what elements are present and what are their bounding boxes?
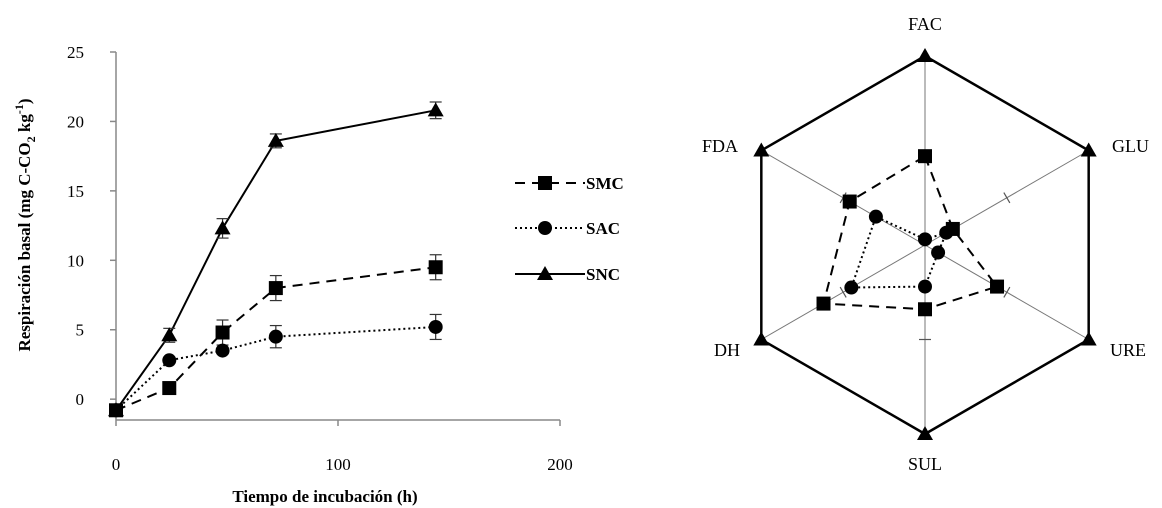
legend-marker — [537, 266, 553, 280]
legend-label: SAC — [586, 219, 620, 238]
line-chart-x-axis-title: Tiempo de incubación (h) — [232, 487, 417, 506]
data-point-snc — [214, 220, 231, 235]
radar-axis-label-glu: GLU — [1112, 136, 1149, 156]
data-point-snc — [108, 402, 124, 417]
series-line-smc — [115, 266, 436, 412]
data-point-smc — [215, 325, 230, 340]
radar-tick — [1003, 286, 1011, 298]
data-point-sac — [215, 343, 230, 358]
radar-point-smc — [842, 194, 857, 209]
y-tick-label: 10 — [67, 251, 84, 270]
data-point-snc — [427, 102, 444, 117]
data-point-sac — [162, 353, 177, 368]
y-tick-label: 20 — [67, 112, 84, 131]
radar-point-snc — [917, 48, 933, 62]
radar-axis-label-dh: DH — [714, 340, 740, 360]
radar-tick — [1003, 192, 1011, 204]
legend-marker — [538, 221, 552, 235]
data-point-smc — [428, 260, 443, 275]
radar-point-snc — [1080, 331, 1097, 346]
radar-point-snc — [753, 331, 770, 346]
radar-point-sac — [868, 209, 883, 224]
legend-item-smc: SMC — [515, 174, 624, 193]
legend-label: SMC — [586, 174, 624, 193]
series-snc — [108, 101, 444, 417]
radar-point-smc — [816, 296, 831, 311]
data-point-smc — [268, 281, 283, 296]
data-point-smc — [162, 381, 177, 396]
radar-point-smc — [918, 302, 932, 317]
radar-point-smc — [990, 279, 1005, 294]
y-tick-label: 25 — [67, 43, 84, 62]
x-tick-label: 100 — [325, 455, 351, 474]
line-chart: 0 5 10 15 20 25 0 100 200 Tiempo de incubación (… — [12, 43, 624, 506]
y-tick-label: 5 — [76, 321, 85, 340]
line-chart-y-axis-title: Respiración basal (mg C-CO2 kg-1) — [12, 98, 38, 351]
radar-axis-labels: FAC GLU URE SUL DH FDA — [702, 14, 1149, 474]
line-chart-axes: 0 5 10 15 20 25 0 100 200 — [67, 43, 573, 474]
radar-series-smc — [816, 149, 1005, 317]
radar-axis-label-ure: URE — [1110, 340, 1146, 360]
y-tick-label: 0 — [76, 390, 85, 409]
x-tick-label: 200 — [547, 455, 573, 474]
series-sac — [109, 313, 443, 418]
x-tick-label: 0 — [112, 455, 121, 474]
radar-point-smc — [918, 149, 932, 164]
data-point-sac — [268, 329, 283, 344]
radar-axis-label-sul: SUL — [908, 454, 942, 474]
radar-point-snc — [1080, 142, 1097, 157]
radar-axis-label-fac: FAC — [908, 14, 942, 34]
radar-point-snc — [917, 426, 933, 440]
radar-axis-label-fda: FDA — [702, 136, 738, 156]
radar-point-sac — [939, 225, 954, 240]
radar-series-snc — [753, 48, 1097, 440]
data-point-snc — [161, 327, 178, 342]
line-chart-legend: SMC SAC SNC — [515, 174, 624, 284]
data-point-sac — [428, 319, 443, 334]
legend-marker — [538, 176, 552, 190]
radar-chart: FAC GLU URE SUL DH FDA — [702, 14, 1149, 474]
line-chart-series — [108, 101, 444, 418]
radar-series-sac — [844, 209, 954, 295]
y-tick-label: 15 — [67, 182, 84, 201]
radar-point-sac — [918, 232, 932, 247]
radar-point-snc — [753, 142, 770, 157]
radar-point-sac — [918, 279, 932, 294]
radar-tick — [839, 286, 847, 298]
series-line-sac — [115, 325, 436, 412]
legend-item-snc: SNC — [515, 265, 620, 284]
legend-item-sac: SAC — [515, 219, 620, 238]
radar-point-sac — [931, 245, 946, 260]
legend-label: SNC — [586, 265, 620, 284]
radar-point-sac — [844, 280, 859, 295]
data-point-snc — [267, 132, 284, 147]
